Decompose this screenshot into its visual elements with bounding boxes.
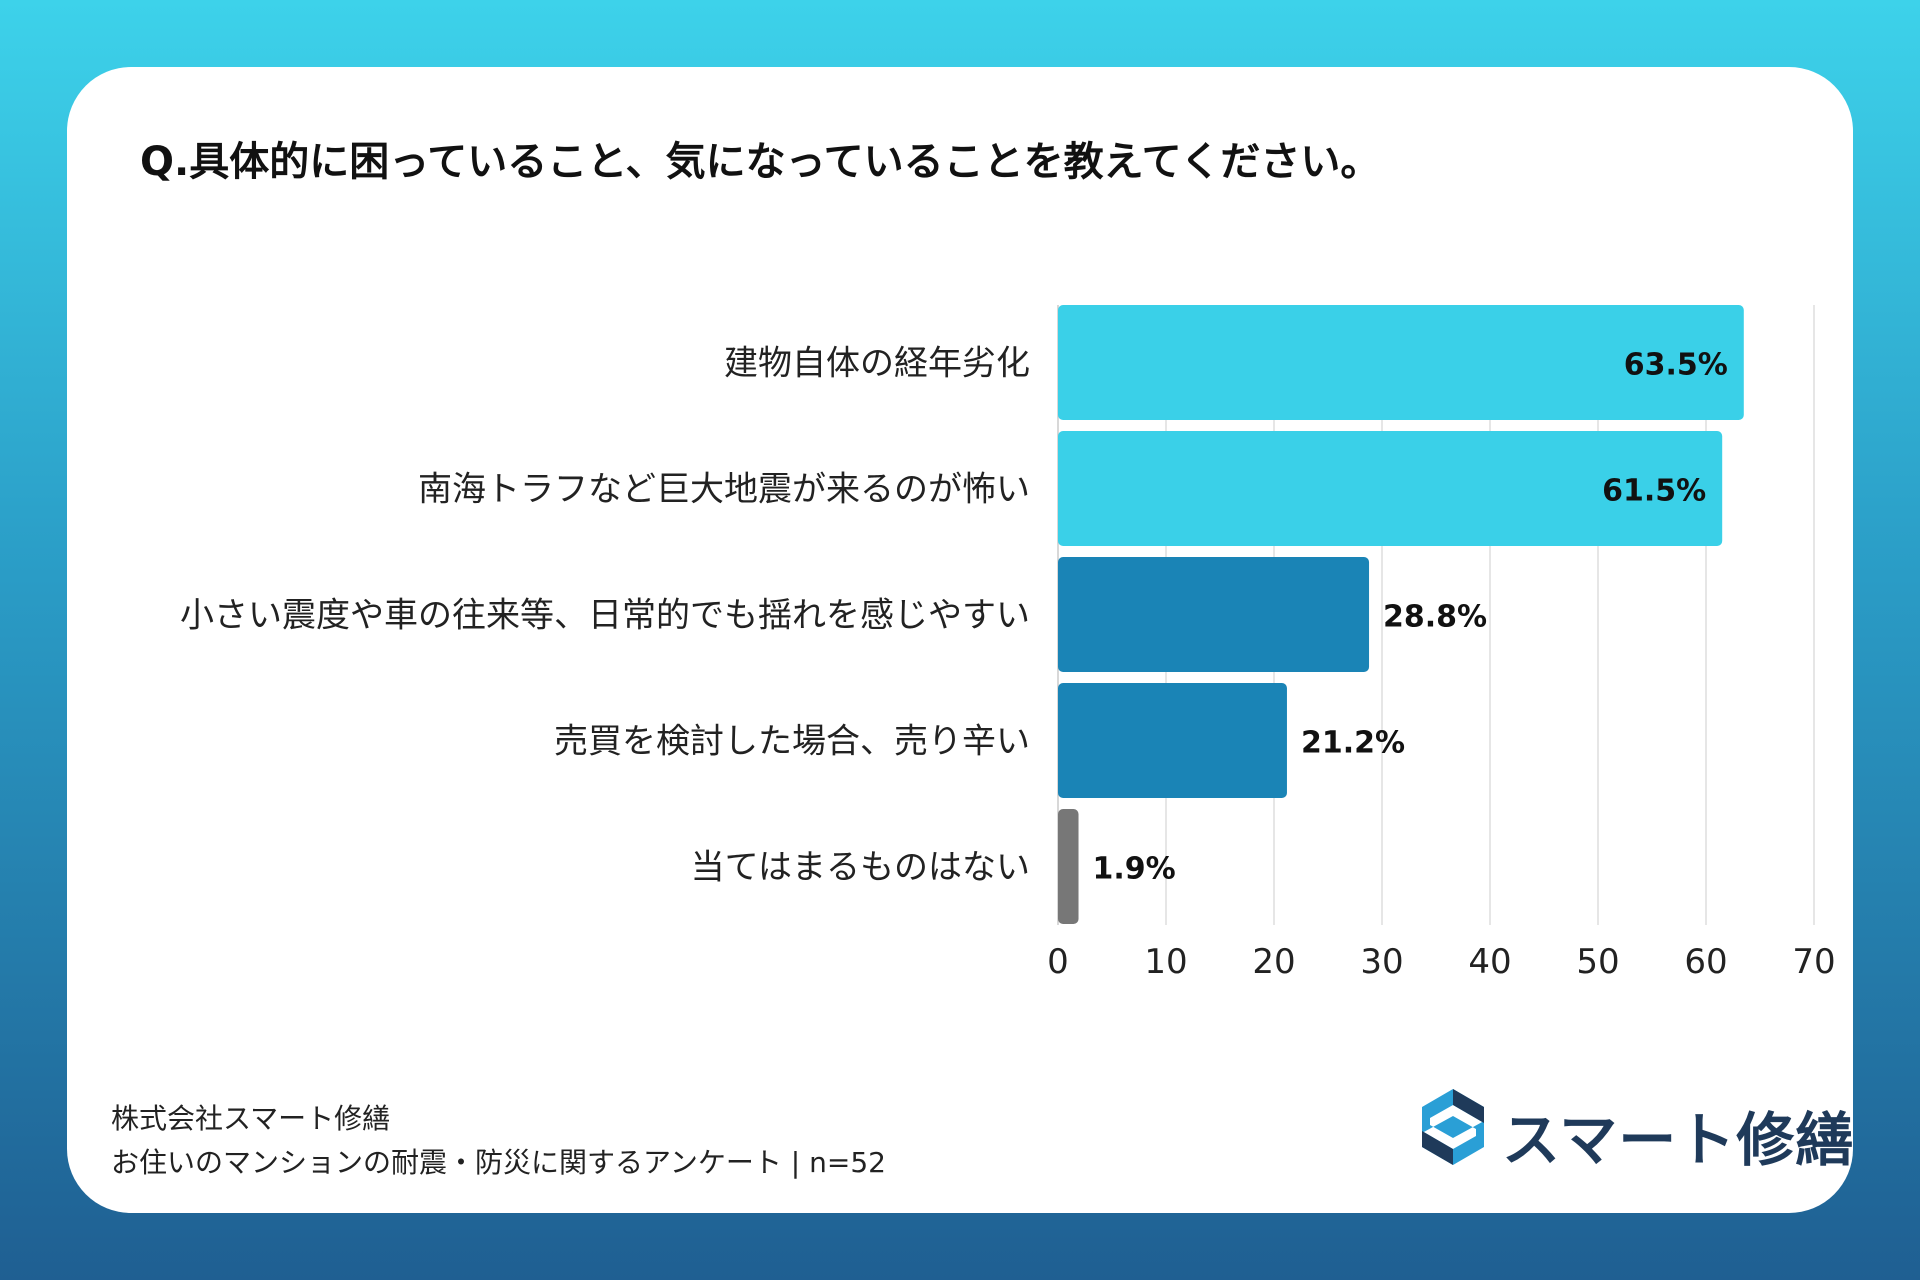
value-label-0: 63.5% xyxy=(1624,348,1728,383)
x-tick-label-30: 30 xyxy=(1360,942,1403,982)
value-label-2: 28.8% xyxy=(1383,600,1487,635)
x-tick-label-10: 10 xyxy=(1144,942,1187,982)
value-label-3: 21.2% xyxy=(1301,726,1405,761)
value-label-1: 61.5% xyxy=(1602,474,1706,509)
value-label-4: 1.9% xyxy=(1093,852,1176,887)
brand-logo: スマート修繕 xyxy=(1418,1087,1853,1174)
x-tick-label-40: 40 xyxy=(1468,942,1511,982)
bar-chart: 0 10 20 30 40 50 60 70 建物自体の経年劣化 63.5% 南海トラフなど巨大地震… xyxy=(180,305,1836,982)
bar-1 xyxy=(1058,431,1723,546)
category-label-0: 建物自体の経年劣化 xyxy=(724,344,1030,384)
x-tick-label-70: 70 xyxy=(1792,942,1835,982)
category-label-4: 当てはまるものはない xyxy=(691,848,1030,888)
bar-2 xyxy=(1058,557,1370,672)
logo-text: スマート修繕 xyxy=(1502,1106,1855,1174)
x-tick-label-60: 60 xyxy=(1684,942,1727,982)
logo-s-icon xyxy=(1422,1089,1484,1165)
category-label-2: 小さい震度や車の往来等、日常的でも揺れを感じやすい xyxy=(180,596,1030,636)
bar-0 xyxy=(1058,305,1744,420)
chart-card: Q.具体的に困っていること、気になっていることを教えてください。 0 10 20 30… xyxy=(67,67,1853,1213)
footer-survey: お住いのマンションの耐震・防災に関するアンケート | n=52 xyxy=(111,1146,886,1179)
chart-title: Q.具体的に困っていること、気になっていることを教えてください。 xyxy=(140,139,1381,185)
bar-4 xyxy=(1058,809,1079,924)
x-tick-label-50: 50 xyxy=(1576,942,1619,982)
category-label-1: 南海トラフなど巨大地震が来るのが怖い xyxy=(418,470,1030,510)
x-tick-label-0: 0 xyxy=(1047,942,1069,982)
category-label-3: 売買を検討した場合、売り辛い xyxy=(554,722,1030,762)
footer-company: 株式会社スマート修繕 xyxy=(111,1102,391,1135)
x-tick-label-20: 20 xyxy=(1252,942,1295,982)
bar-3 xyxy=(1058,683,1287,798)
